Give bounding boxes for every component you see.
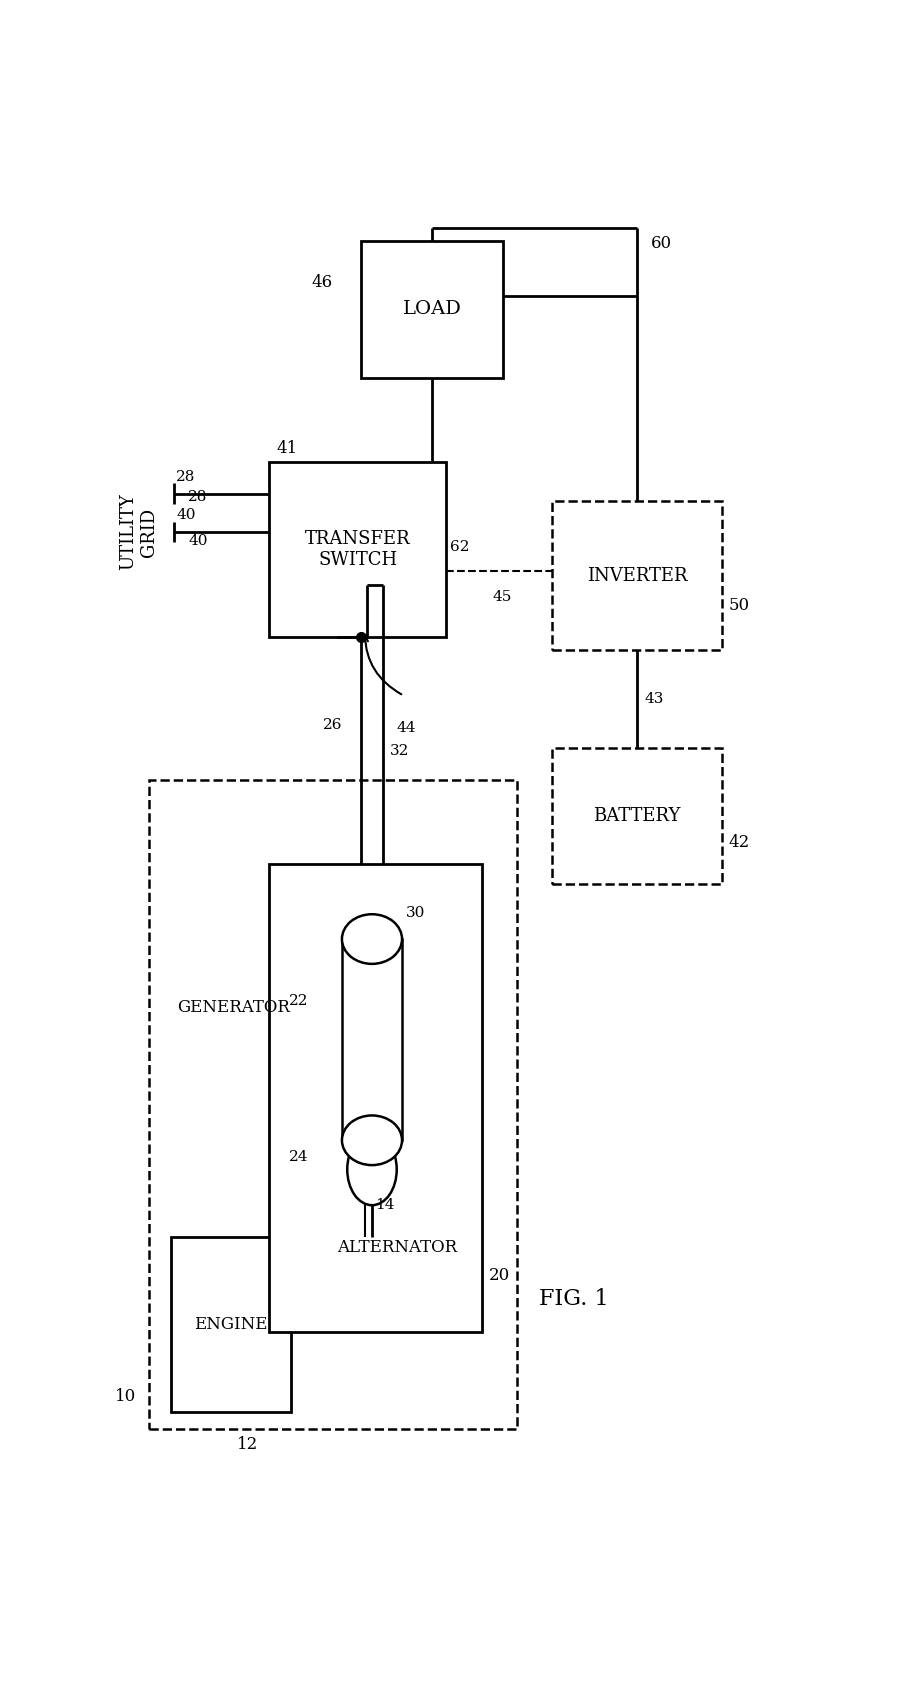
Text: 12: 12 — [236, 1436, 258, 1453]
Ellipse shape — [342, 1116, 402, 1165]
Text: 50: 50 — [728, 597, 749, 614]
Text: 32: 32 — [389, 744, 408, 757]
Text: GENERATOR: GENERATOR — [178, 998, 291, 1015]
Text: 28: 28 — [176, 470, 195, 484]
Bar — [551, 501, 722, 651]
Bar — [270, 865, 481, 1332]
Bar — [170, 1238, 291, 1413]
Text: 22: 22 — [289, 993, 308, 1008]
Text: 10: 10 — [116, 1388, 137, 1404]
Ellipse shape — [347, 1133, 396, 1205]
Text: 26: 26 — [322, 718, 342, 732]
Bar — [551, 747, 722, 883]
Text: 30: 30 — [405, 905, 425, 921]
Text: LOAD: LOAD — [402, 300, 461, 319]
Text: 24: 24 — [289, 1150, 308, 1163]
Text: 44: 44 — [396, 722, 415, 735]
Text: ALTERNATOR: ALTERNATOR — [336, 1239, 456, 1256]
Text: UTILITY
GRID: UTILITY GRID — [119, 494, 158, 570]
Text: 40: 40 — [188, 534, 208, 548]
Ellipse shape — [342, 914, 402, 964]
Text: 43: 43 — [643, 691, 662, 706]
Text: 60: 60 — [650, 236, 671, 253]
Bar — [342, 939, 402, 1140]
Text: FIG. 1: FIG. 1 — [538, 1288, 608, 1310]
Bar — [149, 781, 517, 1430]
Text: 28: 28 — [188, 491, 208, 504]
Text: TRANSFER
SWITCH: TRANSFER SWITCH — [304, 529, 410, 568]
Text: INVERTER: INVERTER — [586, 566, 687, 585]
Text: 20: 20 — [488, 1268, 509, 1285]
Bar — [361, 241, 502, 378]
Text: ENGINE: ENGINE — [194, 1317, 267, 1334]
Text: 42: 42 — [728, 835, 750, 851]
Text: 40: 40 — [176, 507, 196, 523]
Text: 41: 41 — [276, 440, 298, 457]
Text: 46: 46 — [312, 273, 333, 290]
Text: BATTERY: BATTERY — [593, 806, 680, 824]
Text: 14: 14 — [375, 1197, 394, 1212]
Bar — [270, 462, 445, 637]
Text: 45: 45 — [492, 590, 511, 604]
Text: 62: 62 — [449, 540, 469, 555]
